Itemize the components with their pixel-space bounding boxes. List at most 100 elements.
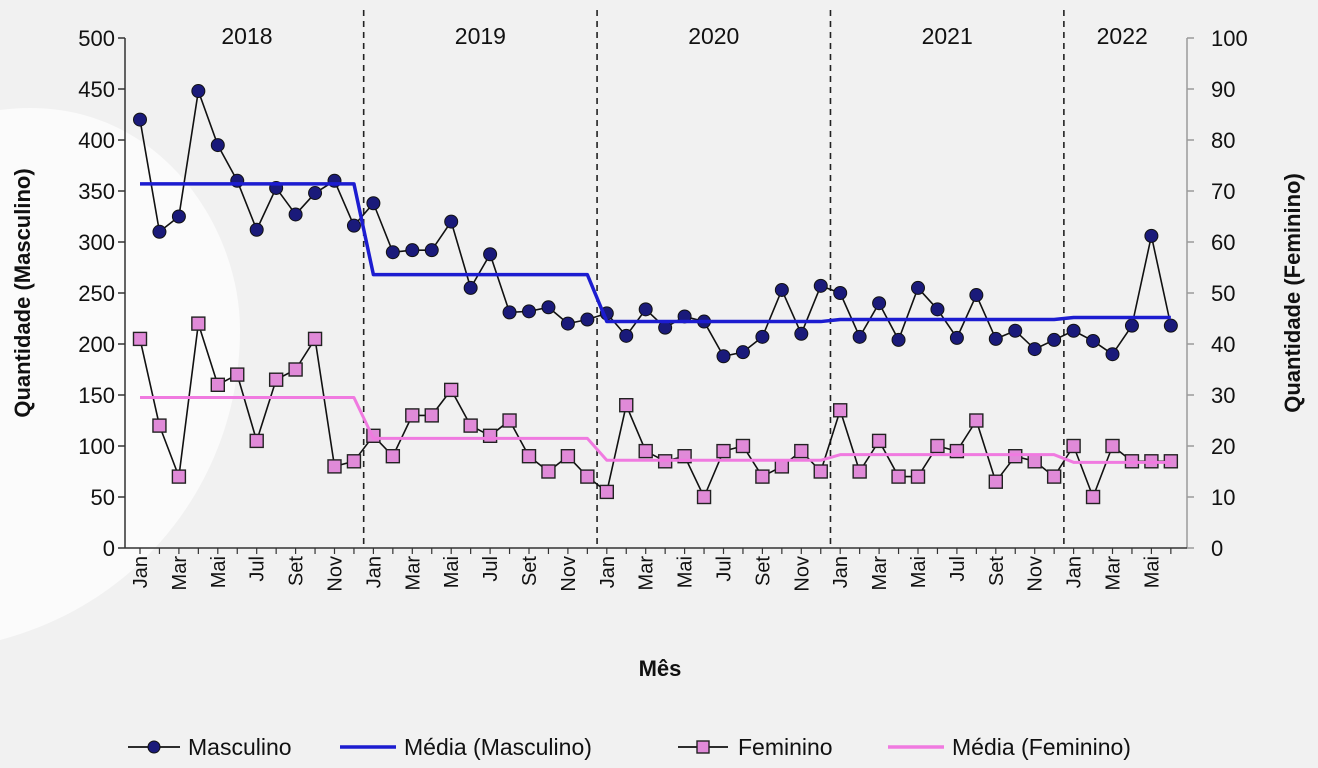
point-feminino xyxy=(210,377,226,392)
point-feminino xyxy=(891,469,906,484)
series-line-masculino xyxy=(139,90,1172,358)
point-feminino xyxy=(560,449,576,464)
point-masculino xyxy=(1008,323,1023,338)
year-label: 2021 xyxy=(922,23,973,49)
y-tick-label-right: 0 xyxy=(1211,536,1223,561)
x-tick-label: Mar xyxy=(169,556,191,591)
point-feminino xyxy=(871,433,887,449)
point-masculino xyxy=(152,224,167,239)
y-tick-label-right: 20 xyxy=(1211,434,1235,459)
legend-marker-feminino xyxy=(696,740,710,754)
point-masculino xyxy=(541,300,556,315)
y-tick-label-right: 70 xyxy=(1211,179,1235,204)
series-line-media-feminino xyxy=(140,396,1171,464)
point-masculino xyxy=(560,316,575,331)
y-tick-label-left: 150 xyxy=(78,383,115,408)
x-tick-label: Jan xyxy=(130,556,152,588)
y-tick-label-right: 60 xyxy=(1211,230,1235,255)
x-tick-label: Mar xyxy=(869,556,891,591)
point-masculino xyxy=(735,345,750,360)
x-axis-title: Mês xyxy=(639,656,682,681)
point-feminino xyxy=(1008,449,1023,464)
point-feminino xyxy=(230,367,245,382)
point-masculino xyxy=(308,186,323,201)
point-feminino xyxy=(132,331,148,347)
point-feminino xyxy=(696,489,712,505)
point-masculino xyxy=(619,328,634,343)
point-masculino xyxy=(210,138,225,153)
point-feminino xyxy=(852,464,867,479)
point-feminino xyxy=(910,469,926,484)
point-masculino xyxy=(930,302,945,317)
point-feminino xyxy=(424,408,439,423)
point-masculino xyxy=(366,196,381,211)
point-masculino xyxy=(969,288,984,303)
point-feminino xyxy=(833,403,848,418)
point-masculino xyxy=(288,207,303,222)
point-masculino xyxy=(1124,318,1139,333)
y-tick-label-right: 40 xyxy=(1211,332,1235,357)
y-tick-label-left: 450 xyxy=(78,77,115,102)
x-tick-label: Mai xyxy=(208,556,230,588)
x-tick-label: Set xyxy=(752,556,774,586)
point-feminino xyxy=(774,459,790,474)
point-feminino xyxy=(385,449,401,464)
point-feminino xyxy=(969,413,984,428)
y-axis-title-left: Quantidade (Masculino) xyxy=(10,168,35,417)
point-feminino xyxy=(152,418,167,433)
point-masculino xyxy=(716,349,731,364)
point-masculino xyxy=(949,330,964,345)
point-feminino xyxy=(502,413,517,428)
y-tick-label-left: 250 xyxy=(78,281,115,306)
x-tick-label: Jul xyxy=(947,556,969,582)
point-masculino xyxy=(385,245,400,260)
point-feminino xyxy=(171,469,187,484)
x-tick-label: Mar xyxy=(1103,556,1125,591)
point-masculino xyxy=(1066,323,1081,338)
legend-label-media-masculino: Média (Masculino) xyxy=(404,734,592,760)
legend-label-masculino: Masculino xyxy=(188,734,292,760)
x-tick-label: Jan xyxy=(1064,556,1086,588)
x-tick-label: Mai xyxy=(1141,556,1163,588)
x-tick-label: Mai xyxy=(908,556,930,588)
point-feminino xyxy=(988,474,1003,489)
y-tick-label-left: 500 xyxy=(78,26,115,51)
x-tick-label: Jan xyxy=(363,556,385,588)
point-feminino xyxy=(307,331,323,347)
x-tick-label: Jul xyxy=(714,556,736,582)
x-tick-label: Jan xyxy=(830,556,852,588)
x-tick-label: Jan xyxy=(597,556,619,588)
point-masculino xyxy=(444,214,459,229)
x-tick-label: Nov xyxy=(558,556,580,592)
point-masculino xyxy=(1105,347,1120,362)
x-tick-label: Nov xyxy=(791,556,813,592)
point-masculino xyxy=(638,302,653,317)
point-masculino xyxy=(1163,318,1178,333)
point-feminino xyxy=(191,316,206,331)
x-tick-label: Nov xyxy=(325,556,347,592)
series-line-feminino xyxy=(139,322,1171,498)
point-masculino xyxy=(794,326,809,341)
point-masculino xyxy=(1047,332,1062,347)
point-masculino xyxy=(852,329,867,344)
year-label: 2022 xyxy=(1097,23,1148,49)
y-axis-title-right: Quantidade (Feminino) xyxy=(1280,173,1305,413)
point-masculino xyxy=(911,280,925,295)
year-label: 2018 xyxy=(221,23,272,49)
background-shape xyxy=(0,107,240,641)
point-feminino xyxy=(930,438,945,454)
series-line-media-masculino xyxy=(140,182,1171,324)
y-tick-label-left: 100 xyxy=(78,434,115,459)
y-tick-label-left: 0 xyxy=(103,536,115,561)
y-tick-label-right: 50 xyxy=(1211,281,1235,306)
point-feminino xyxy=(580,469,595,484)
point-masculino xyxy=(424,243,439,258)
point-masculino xyxy=(483,247,498,262)
y-tick-label-left: 50 xyxy=(91,485,115,510)
legend-label-feminino: Feminino xyxy=(738,734,833,760)
y-tick-label-right: 30 xyxy=(1211,383,1235,408)
point-feminino xyxy=(1046,469,1062,484)
point-feminino xyxy=(794,443,809,459)
